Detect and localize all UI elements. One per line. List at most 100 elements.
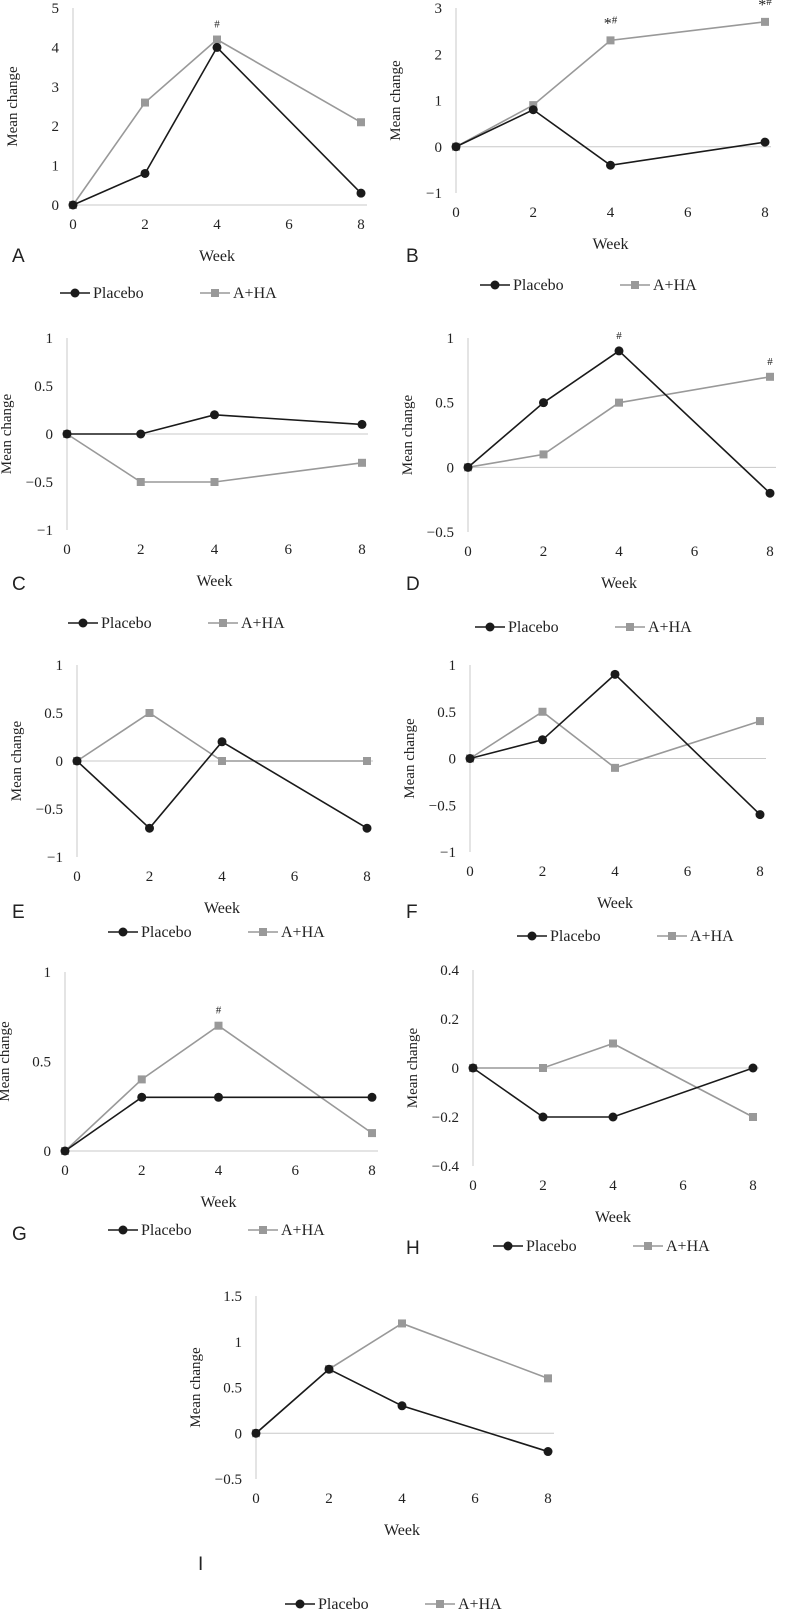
panel-i-placebo-point (543, 1447, 553, 1457)
panel-h: −0.4 −0.2 0 0.2 0.4 0 2 4 6 8 Week Mean change H Plac… (405, 963, 759, 1259)
legend-placebo-marker (118, 1225, 128, 1235)
legend-placebo-marker (70, 288, 80, 298)
panel-a-placebo-point (68, 200, 78, 210)
panel-c-placebo-point (62, 429, 72, 439)
panel-f-ytick-label: −0.5 (429, 798, 456, 814)
panel-a-placebo-point (356, 188, 366, 198)
panel-b-ytick-label: −1 (426, 186, 442, 202)
panel-i-placebo-point (397, 1401, 407, 1411)
panel-h-ytick-label: −0.2 (432, 1110, 459, 1126)
legend-placebo-label: Placebo (141, 1222, 192, 1239)
legend-placebo-label: Placebo (101, 615, 152, 632)
panel-a-legend: Placebo A+HA (60, 285, 277, 302)
panel-a-ahaa-point (357, 118, 365, 127)
panel-f-xtick-label: 6 (684, 864, 692, 880)
panel-b-ytick-label: 2 (435, 47, 443, 63)
panel-b-ytick-label: 0 (435, 140, 443, 156)
panel-e-letter: E (12, 902, 25, 923)
panel-e-xtick-label: 8 (363, 869, 371, 885)
panel-i-placebo-point (251, 1428, 261, 1438)
panel-a-placebo-point (212, 42, 222, 52)
panel-h-ahaa-point (749, 1113, 757, 1121)
legend-placebo-marker (527, 931, 537, 941)
panel-c-ahaa-point (358, 458, 366, 467)
panel-c-ahaa-line (66, 433, 363, 483)
panel-g-ytick-label: 1 (44, 965, 52, 981)
panel-h-placebo-point (608, 1112, 618, 1122)
panel-c-xtick-label: 8 (358, 542, 366, 558)
panel-a-xtick-label: 6 (285, 217, 293, 233)
panel-d-xtick-label: 2 (540, 544, 548, 560)
panel-i-placebo-point (324, 1364, 334, 1374)
panel-c: −1 −0.5 0 0.5 1 0 2 4 6 8 Week Mean change C Placebo A… (0, 331, 368, 632)
panel-c-x-axis-title: Week (196, 573, 232, 590)
panel-a-x-axis-title: Week (199, 248, 235, 265)
panel-i-letter: I (198, 1554, 203, 1575)
panel-b-placebo-point (606, 160, 615, 170)
panel-d-placebo-point (765, 488, 775, 498)
panel-f-xtick-label: 2 (539, 864, 547, 880)
panel-f: −1 −0.5 0 0.5 1 0 2 4 6 8 Week Mean change F Placebo A… (402, 658, 766, 945)
panel-g-xtick-label: 0 (61, 1163, 69, 1179)
panel-h-letter: H (406, 1238, 420, 1259)
panel-i-xtick-label: 0 (252, 1491, 260, 1507)
panel-c-xtick-label: 0 (63, 542, 71, 558)
panel-b-x-axis-title: Week (592, 236, 628, 253)
panel-a-xtick-label: 8 (357, 217, 365, 233)
panel-c-xtick-label: 6 (285, 542, 293, 558)
panel-c-ahaa-point (136, 478, 145, 486)
legend-ahaa-label: A+HA (690, 928, 734, 945)
panel-c-placebo-point (210, 410, 219, 420)
legend-ahaa-label: A+HA (241, 615, 285, 632)
panel-h-xtick-label: 0 (469, 1178, 477, 1194)
panel-g-x-axis-title: Week (200, 1194, 236, 1211)
panel-a-ytick-label: 1 (52, 159, 60, 175)
panel-f-legend: Placebo A+HA (517, 928, 734, 945)
panel-g-ytick-label: 0 (44, 1144, 52, 1160)
panel-e-placebo-point (72, 756, 82, 766)
panel-b-ahaa-point (529, 101, 538, 110)
panel-f-ytick-label: 0.5 (437, 705, 456, 721)
panel-i-ytick-label: 0.5 (223, 1381, 242, 1397)
panel-h-placebo-line (472, 1067, 754, 1118)
panel-g-xtick-label: 4 (215, 1163, 223, 1179)
panel-d-ahaa-line (467, 376, 771, 469)
panel-c-ytick-label: −1 (37, 523, 53, 539)
panel-g-ahaa-point (137, 1075, 146, 1084)
panel-b-placebo-line (455, 108, 766, 167)
panel-i-ytick-label: 1.5 (223, 1289, 242, 1305)
panel-b-xtick-label: 6 (684, 205, 692, 221)
panel-b-ahaa-point (606, 36, 615, 45)
panel-e-placebo-point (217, 737, 227, 747)
legend-placebo-label: Placebo (526, 1238, 577, 1255)
panel-e-y-axis-title: Mean change (9, 720, 25, 801)
panel-a-placebo-line (72, 46, 362, 206)
panel-i-xtick-label: 6 (471, 1491, 479, 1507)
panel-d-xtick-label: 6 (691, 544, 699, 560)
panel-c-ytick-label: −0.5 (26, 475, 53, 491)
panel-e-placebo-point (362, 823, 372, 833)
panel-g-placebo-line (64, 1096, 372, 1152)
panel-g-xtick-label: 6 (292, 1163, 300, 1179)
panel-h-placebo-point (538, 1112, 548, 1122)
panel-f-letter: F (406, 902, 418, 923)
panel-g-xtick-label: 8 (368, 1163, 376, 1179)
panel-b: −1 0 1 2 3 0 2 4 6 8 Week Mean change B *# *# Placebo A+… (388, 0, 772, 294)
panel-b-ahaa-line (455, 21, 766, 148)
panel-a-ahaa-point (213, 35, 221, 44)
panel-d-ytick-label: −0.5 (427, 525, 454, 541)
panel-b-xtick-label: 0 (452, 205, 460, 221)
panel-e-ytick-label: 0.5 (44, 706, 63, 722)
panel-c-ytick-label: 0.5 (34, 379, 53, 395)
panel-a-ytick-label: 0 (52, 198, 60, 214)
panel-e-ytick-label: −1 (47, 850, 63, 866)
panel-f-ytick-label: 0 (449, 752, 457, 768)
panel-b-legend: Placebo A+HA (480, 277, 697, 294)
panel-g-y-axis-title: Mean change (0, 1021, 13, 1102)
panel-f-placebo-point (538, 735, 547, 745)
panel-d-ytick-label: 0 (447, 460, 455, 476)
panel-h-ytick-label: −0.4 (432, 1159, 460, 1175)
panel-e-ytick-label: 0 (56, 754, 64, 770)
panel-h-x-axis-title: Week (595, 1209, 631, 1226)
